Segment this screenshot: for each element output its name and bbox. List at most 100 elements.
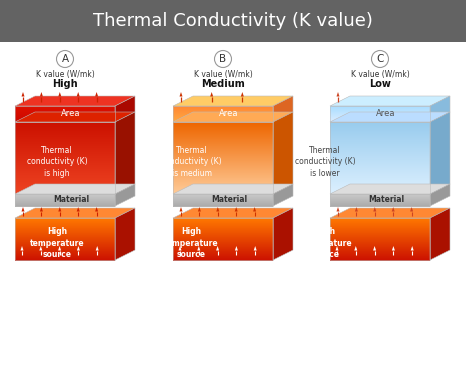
Bar (15, 122, 115, 194)
Bar (173, 132, 273, 134)
Bar (15, 232, 115, 233)
Polygon shape (77, 246, 80, 250)
Polygon shape (15, 208, 135, 218)
Bar (330, 230, 430, 232)
Bar (330, 127, 430, 128)
Bar (173, 258, 273, 259)
Bar (15, 182, 115, 184)
Bar (173, 191, 273, 193)
Bar (173, 151, 273, 152)
Polygon shape (173, 96, 293, 106)
Polygon shape (21, 246, 23, 250)
Bar (173, 221, 273, 223)
Text: Low: Low (369, 79, 391, 89)
Bar (15, 116, 115, 118)
Polygon shape (430, 112, 450, 194)
Bar (330, 146, 430, 148)
Bar (330, 138, 430, 139)
Bar (173, 124, 273, 125)
Bar (330, 227, 430, 229)
Bar (173, 152, 273, 154)
Bar (330, 189, 430, 190)
Bar (173, 176, 273, 177)
Bar (15, 137, 115, 138)
Bar (15, 114, 115, 115)
Bar (173, 246, 273, 247)
Polygon shape (330, 96, 450, 106)
Bar (330, 121, 430, 122)
Text: Medium: Medium (201, 79, 245, 89)
Bar (173, 106, 273, 108)
Bar (330, 137, 430, 138)
Bar (330, 251, 430, 253)
Bar (330, 226, 430, 227)
Bar (173, 156, 273, 158)
Polygon shape (216, 207, 219, 211)
Bar (330, 258, 430, 259)
Polygon shape (96, 246, 99, 250)
Polygon shape (210, 92, 213, 96)
Bar (330, 259, 430, 260)
Text: Material: Material (53, 196, 89, 204)
Text: Thermal
conductivity (K)
is lower: Thermal conductivity (K) is lower (295, 146, 355, 178)
Bar (173, 138, 273, 139)
Bar (173, 108, 273, 109)
Bar (15, 225, 115, 227)
Bar (15, 147, 115, 148)
Polygon shape (216, 246, 219, 250)
Bar (330, 231, 430, 233)
Bar (15, 223, 115, 224)
Polygon shape (58, 207, 62, 211)
Bar (173, 137, 273, 138)
Polygon shape (273, 208, 293, 260)
Bar (173, 140, 273, 141)
Bar (15, 154, 115, 155)
Bar (15, 193, 115, 194)
Bar (173, 136, 273, 138)
Text: Area: Area (376, 109, 396, 118)
Bar (173, 115, 273, 116)
Bar (15, 240, 115, 242)
Bar (15, 258, 115, 259)
Polygon shape (40, 92, 43, 96)
Bar (15, 136, 115, 138)
Bar (330, 237, 430, 239)
Bar (15, 248, 115, 250)
Polygon shape (95, 207, 98, 211)
Bar (173, 197, 273, 198)
Bar (330, 253, 430, 255)
Bar (173, 184, 273, 186)
Bar (173, 245, 273, 246)
Bar (330, 240, 430, 242)
Bar (173, 200, 273, 201)
Bar (15, 158, 115, 160)
Bar (173, 166, 273, 167)
Bar (330, 113, 430, 115)
Bar (15, 142, 115, 144)
Bar (173, 147, 273, 148)
Bar (330, 157, 430, 158)
Bar (330, 106, 430, 122)
Bar (15, 178, 115, 180)
Bar (15, 245, 115, 246)
Bar (330, 118, 430, 119)
Bar (15, 222, 115, 223)
Bar (330, 115, 430, 116)
Polygon shape (40, 207, 43, 211)
Bar (173, 190, 273, 191)
Bar (15, 152, 115, 154)
Bar (173, 150, 273, 151)
Bar (173, 255, 273, 256)
Text: Material: Material (211, 196, 247, 204)
Bar (173, 171, 273, 173)
Bar (173, 248, 273, 250)
Bar (173, 144, 273, 145)
Bar (15, 175, 115, 177)
Bar (15, 246, 115, 247)
Bar (330, 152, 430, 154)
Polygon shape (253, 207, 256, 211)
Bar (330, 183, 430, 184)
Bar (15, 229, 115, 230)
Bar (330, 255, 430, 256)
Polygon shape (58, 246, 61, 250)
